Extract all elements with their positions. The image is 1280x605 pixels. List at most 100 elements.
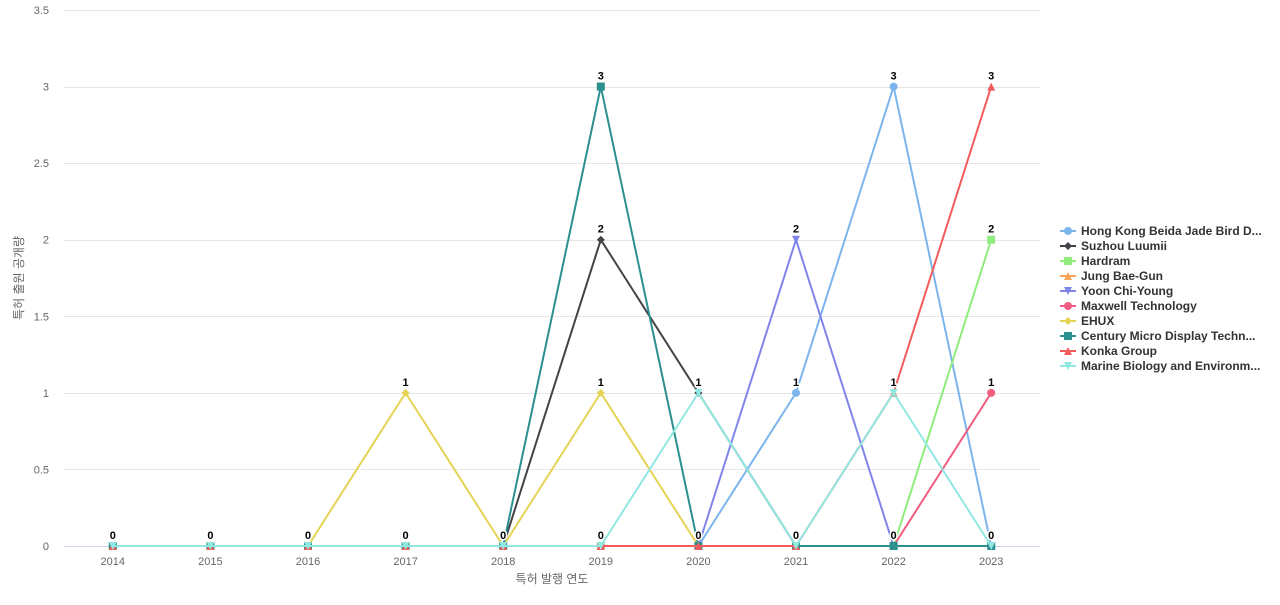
data-point [596,388,605,397]
data-label: 0 [207,530,213,542]
data-point [694,388,703,397]
data-point [694,542,703,550]
data-label: 0 [793,530,799,542]
x-tick-label: 2016 [296,556,320,568]
data-label: 0 [695,530,701,542]
data-point [596,82,605,91]
data-label: 1 [403,377,409,389]
x-tick-label: 2015 [198,556,222,568]
x-tick-label: 2023 [979,556,1003,568]
data-point [987,235,996,244]
legend-item[interactable]: Maxwell Technology [1060,299,1197,313]
data-label: 0 [305,530,311,542]
y-axis-title: 특허 출원 공개량 [12,236,26,320]
data-point [596,542,605,550]
legend-label: Suzhou Luumii [1081,239,1167,253]
data-label: 0 [988,530,994,542]
data-label: 0 [598,530,604,542]
legend-item[interactable]: Jung Bae-Gun [1060,269,1163,283]
data-label: 0 [891,530,897,542]
data-label: 1 [695,377,701,389]
legend-item[interactable]: EHUX [1060,314,1114,328]
y-tick-label: 2 [43,235,49,247]
legend-label: Yoon Chi-Young [1081,284,1173,298]
data-label: 1 [988,377,994,389]
data-label: 3 [988,71,994,83]
series-1[interactable] [108,235,996,550]
y-tick-label: 3.5 [34,5,49,17]
legend-label: EHUX [1081,314,1114,328]
legend-symbol-marker [1064,242,1072,250]
legend-item[interactable]: Suzhou Luumii [1060,239,1167,253]
legend-symbol-marker [1064,227,1072,235]
data-label: 3 [891,71,897,83]
data-point [889,542,898,550]
series-line [111,238,993,547]
legend-symbol-marker [1064,347,1072,355]
legend-label: Hardram [1081,254,1130,268]
data-label: 2 [988,224,994,236]
series-group [108,82,996,550]
legend: Hong Kong Beida Jade Bird D...Suzhou Luu… [1060,224,1262,373]
legend-label: Maxwell Technology [1081,299,1197,313]
data-label: 3 [598,71,604,83]
data-label: 1 [598,377,604,389]
data-point [792,388,800,397]
y-tick-label: 3 [43,82,49,94]
data-point [987,82,996,91]
data-point [792,542,800,550]
data-point [304,542,312,550]
data-point [792,235,800,244]
x-tick-label: 2017 [393,556,417,568]
x-tick-label: 2014 [101,556,125,568]
data-label: 0 [500,530,506,542]
legend-symbol-marker [1064,287,1072,295]
data-labels: 0 0 0 0 1 0 0 1 2 3 0 1 0 1 2 0 1 3 0 1 2 3 [108,69,996,543]
y-tick-label: 1.5 [34,311,49,323]
x-tick-label: 2018 [491,556,515,568]
legend-symbol-marker [1064,317,1072,325]
x-tick-label: 2019 [589,556,613,568]
legend-item[interactable]: Hardram [1060,254,1130,268]
data-point [401,388,410,397]
data-label: 0 [403,530,409,542]
data-point [108,542,117,550]
legend-label: Marine Biology and Environm... [1081,359,1260,373]
legend-label: Hong Kong Beida Jade Bird D... [1081,224,1262,238]
data-point [889,82,898,91]
data-label: 0 [110,530,116,542]
data-label: 2 [598,224,604,236]
data-label: 1 [891,377,897,389]
x-axis-title: 특허 발행 연도 [516,571,589,586]
data-point [987,388,996,397]
x-axis-ticks: 2014 2015 2016 2017 2018 2019 2020 2021 2022 2023 [101,556,1004,568]
data-point [596,235,605,244]
y-tick-label: 0.5 [34,464,49,476]
legend-item[interactable]: Konka Group [1060,344,1157,358]
legend-symbol-marker [1064,257,1072,265]
legend-symbol-marker [1064,332,1072,340]
series-line [111,391,993,547]
data-point [987,542,996,550]
y-tick-label: 2.5 [34,158,49,170]
x-tick-label: 2022 [881,556,905,568]
data-label: 2 [793,224,799,236]
legend-label: Century Micro Display Techn... [1081,329,1255,343]
legend-symbol-marker [1064,362,1072,370]
legend-symbol-marker [1064,272,1072,280]
x-tick-label: 2020 [686,556,710,568]
series-9[interactable] [108,388,996,550]
data-point [206,542,215,550]
legend-item[interactable]: Hong Kong Beida Jade Bird D... [1060,224,1262,238]
legend-label: Konka Group [1081,344,1157,358]
data-point [401,542,410,550]
y-tick-label: 0 [43,541,49,553]
legend-item[interactable]: Yoon Chi-Young [1060,284,1173,298]
y-tick-label: 1 [43,388,49,400]
legend-label: Jung Bae-Gun [1081,269,1163,283]
data-point [889,388,898,397]
legend-item[interactable]: Marine Biology and Environm... [1060,359,1260,373]
legend-item[interactable]: Century Micro Display Techn... [1060,329,1255,343]
